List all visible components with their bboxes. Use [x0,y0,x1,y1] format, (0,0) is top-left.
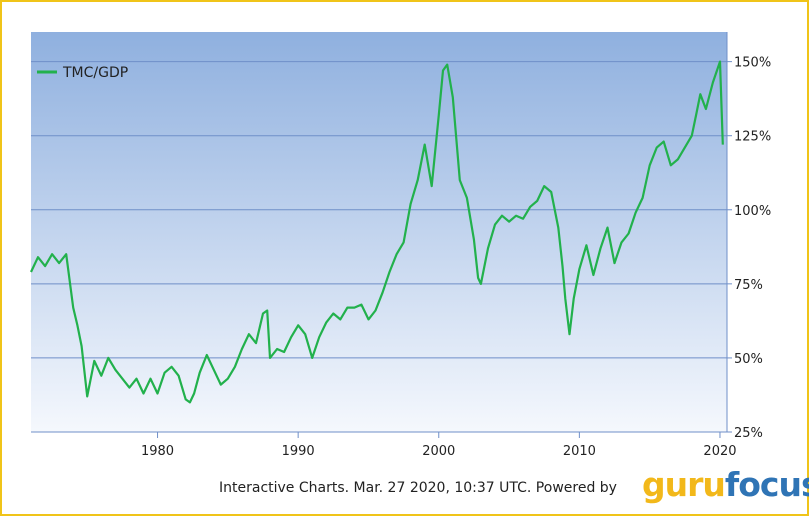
y-tick-label: 75% [734,278,763,293]
series-line-tmc-gdp[interactable] [30,60,724,404]
gridlines [31,61,727,359]
plot-background [31,32,727,432]
x-tick-label: 1980 [141,444,174,459]
y-tick-label: 25% [734,426,763,441]
x-axis-ticks: 1980 1990 2000 2010 2020 [141,432,737,459]
gurufocus-logo[interactable]: gurufocus [642,465,809,504]
y-tick-label: 125% [734,130,771,145]
legend[interactable]: TMC/GDP [37,65,128,81]
y-tick-label: 50% [734,352,763,367]
logo-part-guru: guru [642,465,726,504]
series-layer [30,60,724,404]
footer-text: Interactive Charts. Mar. 27 2020, 10:37 … [219,480,617,496]
legend-label: TMC/GDP [62,65,128,81]
y-axis-ticks: 25% 50% 75% 100% 125% 150% [727,56,771,441]
x-tick-label: 1990 [282,444,315,459]
logo-part-focus: focus [724,465,809,504]
y-tick-label: 150% [734,56,771,71]
x-tick-label: 2000 [422,444,455,459]
x-tick-label: 2010 [563,444,596,459]
y-tick-label: 100% [734,204,771,219]
x-tick-label: 2020 [703,444,736,459]
